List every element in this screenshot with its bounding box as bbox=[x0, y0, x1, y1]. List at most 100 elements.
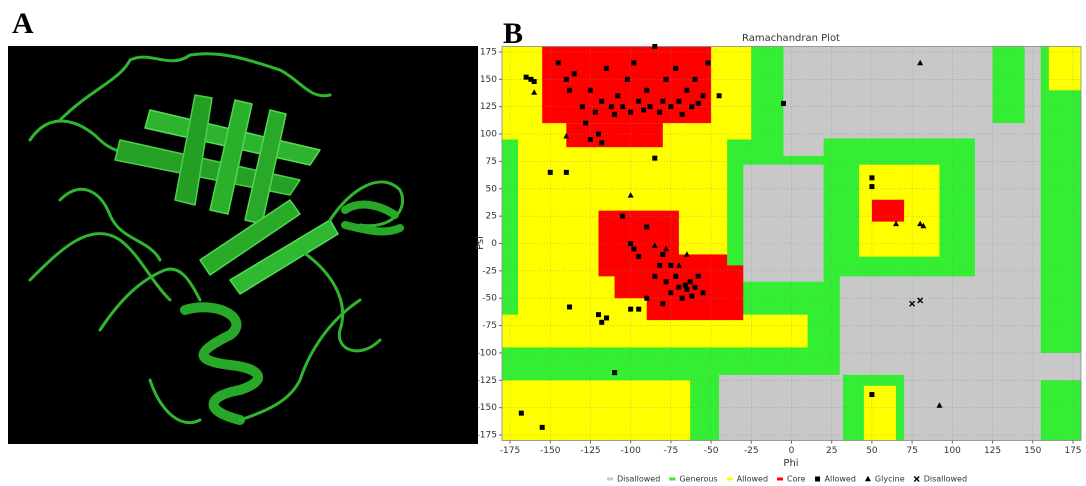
legend-swatch bbox=[777, 478, 783, 481]
legend-label: Glycine bbox=[875, 475, 905, 484]
point bbox=[676, 285, 681, 290]
panel-label: B bbox=[503, 17, 523, 50]
point bbox=[631, 60, 636, 65]
point bbox=[532, 79, 537, 84]
y-tick-label: 50 bbox=[486, 184, 498, 194]
x-tick-label: 75 bbox=[906, 446, 917, 456]
point bbox=[596, 132, 601, 137]
point bbox=[572, 71, 577, 76]
y-tick-label: 100 bbox=[480, 130, 497, 140]
x-tick-label: 0 bbox=[789, 446, 795, 456]
y-axis-label: Psi bbox=[475, 236, 486, 250]
point bbox=[580, 104, 585, 109]
legend-swatch bbox=[669, 478, 675, 481]
region bbox=[1041, 47, 1081, 353]
point bbox=[664, 279, 669, 284]
point bbox=[628, 110, 633, 115]
region bbox=[566, 123, 663, 147]
legend-swatch bbox=[607, 478, 613, 481]
point bbox=[620, 104, 625, 109]
x-tick-label: -100 bbox=[620, 446, 641, 456]
region bbox=[993, 47, 1025, 124]
x-tick-label: 25 bbox=[826, 446, 837, 456]
point bbox=[599, 99, 604, 104]
x-tick-label: 175 bbox=[1064, 446, 1081, 456]
point bbox=[657, 110, 662, 115]
point bbox=[647, 104, 652, 109]
y-tick-label: 25 bbox=[486, 212, 497, 222]
point bbox=[620, 214, 625, 219]
region bbox=[502, 380, 690, 440]
point bbox=[689, 104, 694, 109]
x-tick-label: 150 bbox=[1024, 446, 1041, 456]
protein-image bbox=[8, 46, 478, 444]
point bbox=[781, 101, 786, 106]
x-tick-label: -50 bbox=[704, 446, 719, 456]
point bbox=[596, 312, 601, 317]
chart-title: Ramachandran Plot bbox=[742, 33, 840, 44]
x-tick-label: -150 bbox=[540, 446, 561, 456]
x-tick-label: -175 bbox=[500, 446, 520, 456]
point bbox=[556, 60, 561, 65]
point bbox=[660, 99, 665, 104]
point bbox=[688, 279, 693, 284]
point bbox=[673, 66, 678, 71]
point bbox=[869, 175, 874, 180]
point bbox=[683, 283, 688, 288]
point bbox=[612, 370, 617, 375]
x-tick-label: 100 bbox=[944, 446, 961, 456]
point bbox=[693, 285, 698, 290]
x-tick-label: 125 bbox=[984, 446, 1001, 456]
legend-label: Allowed bbox=[825, 475, 856, 484]
y-tick-label: 125 bbox=[480, 102, 497, 112]
point bbox=[540, 425, 545, 430]
region bbox=[1041, 380, 1081, 440]
point bbox=[914, 477, 919, 482]
point bbox=[865, 476, 871, 482]
legend-label: Disallowed bbox=[617, 475, 660, 484]
point bbox=[583, 121, 588, 126]
point bbox=[680, 112, 685, 117]
point bbox=[676, 99, 681, 104]
y-tick-label: -50 bbox=[482, 294, 497, 304]
point bbox=[628, 307, 633, 312]
point bbox=[644, 88, 649, 93]
point bbox=[631, 246, 636, 251]
point bbox=[524, 75, 529, 80]
point bbox=[680, 296, 685, 301]
point bbox=[664, 77, 669, 82]
point bbox=[696, 274, 701, 279]
y-tick-label: 175 bbox=[480, 47, 497, 57]
point bbox=[593, 110, 598, 115]
region bbox=[864, 386, 896, 441]
point bbox=[636, 99, 641, 104]
point bbox=[625, 77, 630, 82]
x-axis-label: Phi bbox=[783, 458, 798, 469]
x-tick-label: -125 bbox=[580, 446, 600, 456]
page: A B Ramachandran Plot Phi Psi -175-150-1… bbox=[0, 0, 1086, 486]
y-tick-label: -125 bbox=[477, 376, 497, 386]
y-tick-label: -25 bbox=[482, 266, 497, 276]
point bbox=[628, 241, 633, 246]
point bbox=[519, 411, 524, 416]
point bbox=[567, 304, 572, 309]
point bbox=[684, 287, 689, 292]
point bbox=[609, 104, 614, 109]
y-tick-label: 150 bbox=[480, 75, 497, 85]
point bbox=[684, 88, 689, 93]
point bbox=[604, 66, 609, 71]
point bbox=[717, 93, 722, 98]
region bbox=[872, 200, 904, 222]
point bbox=[660, 252, 665, 257]
point bbox=[636, 254, 641, 259]
x-tick-label: 50 bbox=[866, 446, 878, 456]
region bbox=[647, 265, 744, 320]
point bbox=[815, 477, 820, 482]
region bbox=[743, 165, 823, 282]
y-tick-label: -75 bbox=[482, 321, 497, 331]
y-tick-label: -175 bbox=[477, 431, 497, 441]
point bbox=[599, 320, 604, 325]
point bbox=[660, 301, 665, 306]
point bbox=[869, 392, 874, 397]
